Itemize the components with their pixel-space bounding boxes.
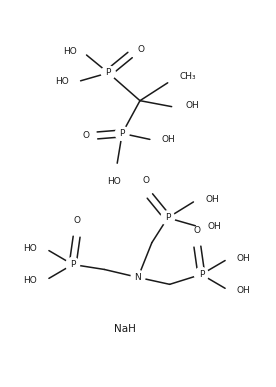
Text: OH: OH — [185, 101, 199, 110]
Text: P: P — [199, 270, 204, 279]
Circle shape — [101, 66, 115, 80]
Text: HO: HO — [23, 244, 37, 253]
Text: OH: OH — [205, 195, 219, 204]
Text: OH: OH — [237, 286, 251, 295]
Circle shape — [161, 211, 175, 225]
Text: HO: HO — [63, 46, 77, 55]
Text: P: P — [120, 129, 125, 138]
Text: CH₃: CH₃ — [180, 72, 196, 81]
Circle shape — [131, 271, 145, 284]
Text: O: O — [142, 176, 149, 185]
Text: P: P — [165, 213, 170, 222]
Text: OH: OH — [162, 135, 176, 144]
Text: OH: OH — [207, 222, 221, 231]
Text: O: O — [83, 131, 89, 140]
Circle shape — [194, 267, 208, 281]
Text: HO: HO — [23, 276, 37, 285]
Text: O: O — [73, 216, 80, 225]
Text: OH: OH — [237, 254, 251, 263]
Text: N: N — [135, 273, 141, 282]
Text: O: O — [138, 45, 145, 53]
Circle shape — [66, 257, 79, 271]
Text: NaH: NaH — [114, 324, 136, 334]
Circle shape — [115, 127, 129, 140]
Text: P: P — [70, 260, 75, 269]
Text: O: O — [194, 226, 201, 235]
Text: P: P — [106, 68, 111, 77]
Text: HO: HO — [55, 77, 69, 86]
Text: HO: HO — [107, 177, 121, 186]
